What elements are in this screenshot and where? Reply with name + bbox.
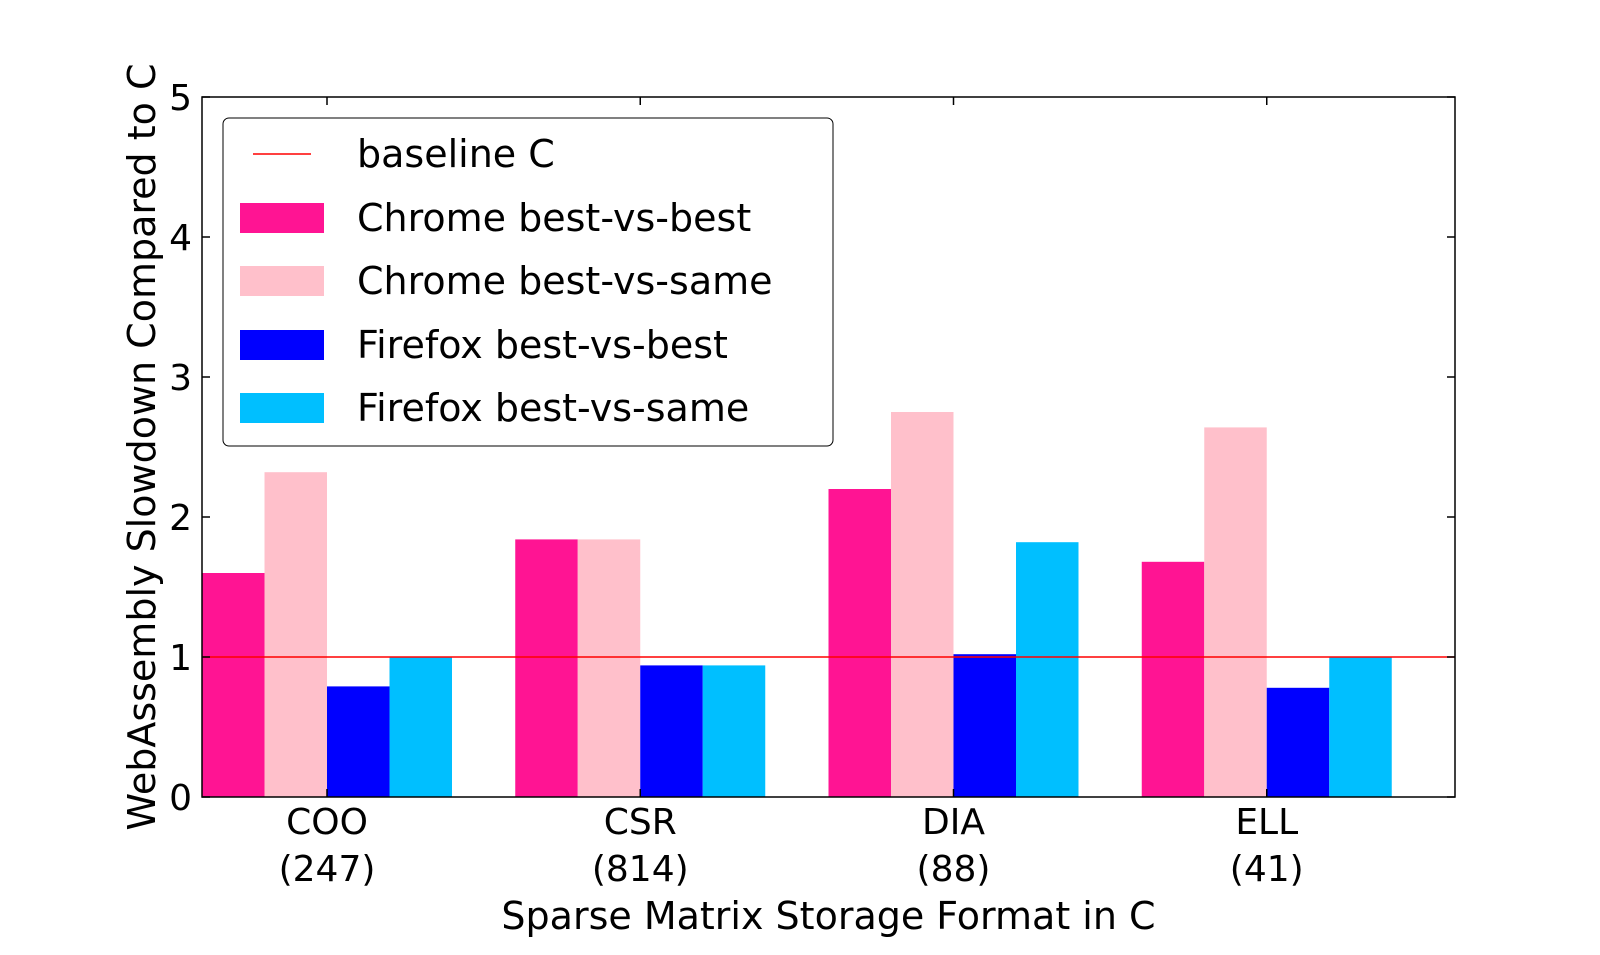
- bar-dia-series-3: [953, 654, 1016, 797]
- x-axis-label: Sparse Matrix Storage Format in C: [501, 894, 1155, 938]
- bar-coo-series-3: [327, 686, 390, 797]
- x-tick-count-dia: (88): [917, 849, 991, 890]
- bar-ell-series-3: [1266, 687, 1330, 797]
- legend-box: [222, 117, 834, 447]
- x-axis: COO (247) CSR (814) DIA (88) ELL (41): [279, 97, 1304, 890]
- x-tick-label-dia: DIA: [922, 802, 985, 843]
- legend-swatch-series-1: [240, 203, 324, 233]
- x-tick-label-coo: COO: [286, 802, 368, 843]
- y-axis: 0 1 2 3 4 5: [169, 78, 1455, 819]
- bar-csr-series-2: [577, 539, 641, 797]
- legend: baseline C Chrome best-vs-best Chrome best…: [222, 117, 834, 447]
- bars-layer: [202, 412, 1392, 797]
- y-axis-label: WebAssembly Slowdown Compared to C: [120, 63, 164, 830]
- plot-frame: [201, 96, 1456, 798]
- bar-coo-series-2: [264, 472, 327, 797]
- legend-swatch-series-4: [240, 393, 324, 423]
- y-tick-label: 5: [169, 78, 192, 119]
- bar-csr-series-4: [702, 665, 766, 797]
- x-tick-label-csr: CSR: [604, 802, 677, 843]
- bar-coo-series-1: [202, 573, 265, 797]
- bar-dia-series-4: [1016, 542, 1079, 797]
- legend-label-series-4: Firefox best-vs-same: [357, 386, 749, 430]
- x-tick-count-csr: (814): [592, 849, 689, 890]
- x-tick-count-ell: (41): [1230, 849, 1304, 890]
- x-tick-count-coo: (247): [279, 849, 376, 890]
- legend-swatch-series-3: [240, 330, 324, 360]
- y-tick-label: 0: [169, 778, 192, 819]
- y-tick-label: 1: [169, 638, 192, 679]
- bar-coo-series-4: [389, 657, 452, 797]
- legend-label-series-1: Chrome best-vs-best: [357, 196, 751, 240]
- bar-dia-series-2: [891, 412, 954, 797]
- bar-ell-series-1: [1141, 561, 1205, 797]
- legend-label-series-2: Chrome best-vs-same: [357, 259, 773, 303]
- y-tick-label: 3: [169, 358, 192, 399]
- bar-csr-series-1: [515, 539, 578, 797]
- y-tick-label: 2: [169, 498, 192, 539]
- legend-swatch-series-2: [240, 266, 324, 296]
- x-tick-label-ell: ELL: [1235, 802, 1298, 843]
- y-tick-label: 4: [169, 218, 192, 259]
- bar-ell-series-2: [1204, 427, 1267, 797]
- bar-dia-series-1: [828, 489, 891, 797]
- legend-label-series-3: Firefox best-vs-best: [357, 323, 728, 367]
- bar-ell-series-4: [1329, 657, 1392, 797]
- legend-label-baseline: baseline C: [357, 132, 555, 176]
- bar-csr-series-3: [640, 665, 703, 797]
